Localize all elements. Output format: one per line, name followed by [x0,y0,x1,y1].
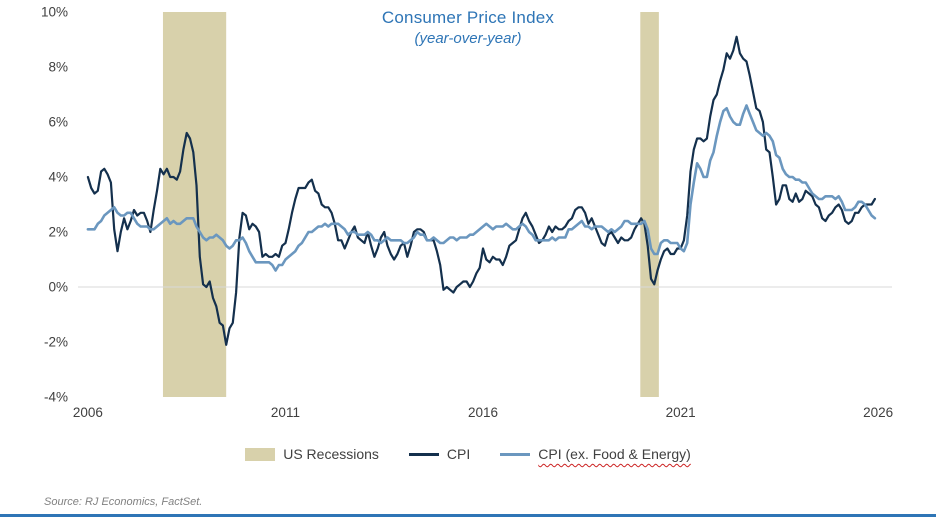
y-tick-label: -4% [44,390,68,405]
x-tick-label: 2016 [468,405,498,420]
legend-item-recessions: US Recessions [245,446,379,462]
recession-band-0 [162,12,227,397]
y-tick-label: 4% [48,170,68,185]
x-tick-label: 2006 [73,405,103,420]
legend-item-cpi: CPI [408,446,471,462]
cpi-line-swatch [408,452,439,456]
y-tick-label: 10% [41,5,68,20]
series-line-1 [86,104,877,272]
y-tick-label: -2% [44,335,68,350]
y-tick-label: 2% [48,225,68,240]
y-tick-label: 8% [48,60,68,75]
x-tick-label: 2021 [666,405,696,420]
chart-legend: US Recessions CPI CPI (ex. Food & Energy… [0,446,936,462]
legend-item-core-cpi: CPI (ex. Food & Energy) [500,446,691,462]
recession-swatch [245,447,276,461]
slide-footer-bar [0,514,936,517]
x-tick-label: 2026 [863,405,893,420]
cpi-line-chart: -4% -2% 0% 2% 4% 6% 8% 10% 2006 2011 2016 2021 2026 [41,5,893,421]
legend-label-recessions: US Recessions [283,446,379,462]
source-note: Source: RJ Economics, FactSet. [44,496,203,508]
series-line-0 [86,35,877,346]
legend-label-core-cpi: CPI (ex. Food & Energy) [538,446,691,462]
legend-label-cpi: CPI [446,446,471,462]
core-cpi-line-swatch [500,452,531,456]
x-tick-label: 2011 [271,405,300,420]
recession-band-1 [640,12,659,397]
y-tick-label: 0% [48,280,68,295]
y-tick-label: 6% [48,115,68,130]
